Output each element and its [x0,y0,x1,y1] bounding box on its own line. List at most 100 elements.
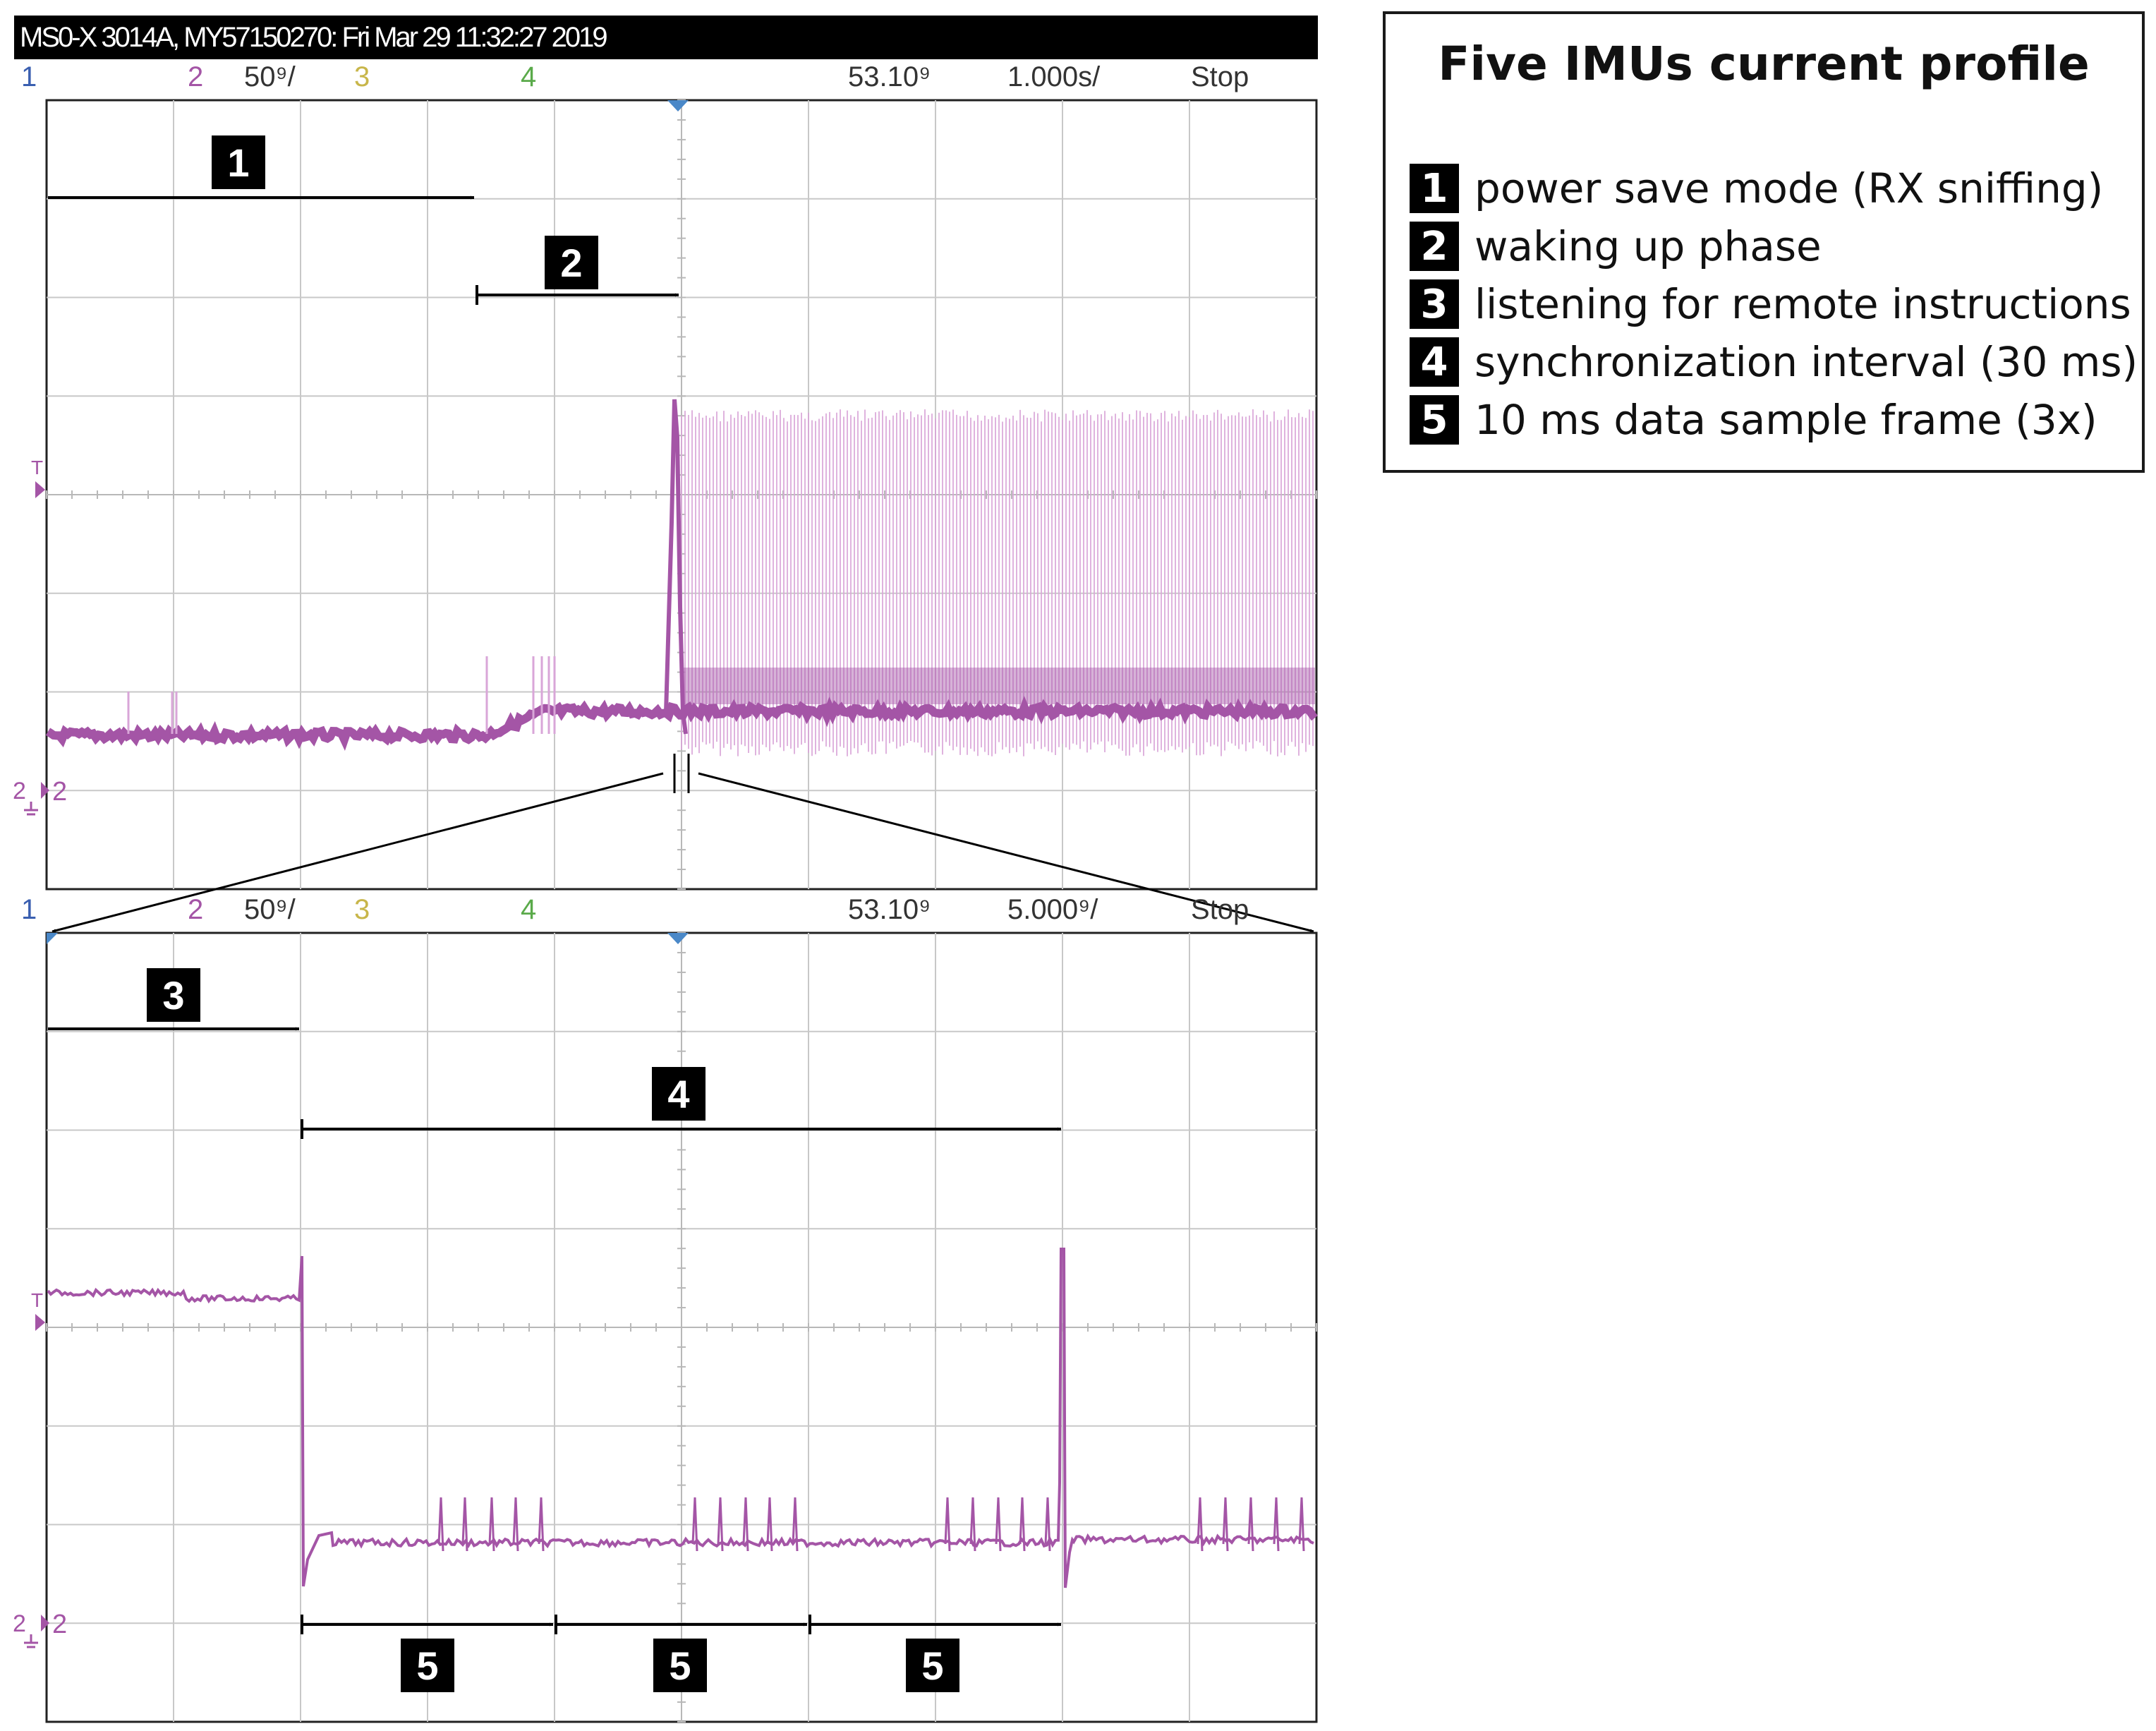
ch2-volts-per-div: 50⁹/ [244,61,296,92]
top-status-row: 1 2 50⁹/ 3 4 53.10⁹ 1.000s/ Stop [21,61,1249,92]
legend-text: power save mode (RX sniffing) [1474,164,2104,212]
sample-spike [1298,1497,1305,1552]
bottom-status-row: 1 2 50⁹/ 3 4 53.10⁹ 5.000⁹/ Stop [21,894,1249,925]
scope-title-bar: MS0-X 3014A, MY57150270: Fri Mar 29 11:3… [14,16,1318,59]
legend-list: 1 power save mode (RX sniffing) 2 waking… [1410,159,2138,449]
legend-text: 10 ms data sample frame (3x) [1474,396,2097,444]
marker-3: 3 [147,968,200,1022]
bottom-panel: T 2 2 [13,931,1318,1723]
ground-marker-channel: 2 [52,1610,67,1639]
ch4-label[interactable]: 4 [521,894,536,925]
sample-spike [1222,1497,1229,1552]
legend-item: 3 listening for remote instructions [1410,275,2138,333]
svg-text:5: 5 [669,1643,691,1688]
ground-marker-icon[interactable] [41,782,49,799]
ground-symbol-icon [24,1634,38,1648]
legend-number: 5 [1410,395,1459,445]
sample-spike [437,1497,444,1552]
trigger-position-icon[interactable] [667,100,689,111]
legend-number: 2 [1410,222,1459,271]
time-per-div-readout: 1.000s/ [1007,61,1101,92]
marker-1: 1 [212,135,265,189]
legend-item: 4 synchronization interval (30 ms) [1410,333,2138,391]
marker-2: 2 [545,236,598,289]
sample-spike [538,1497,545,1552]
phase-markers: 1 2 3 4 5 5 5 [147,135,959,1692]
scope-title: MS0-X 3014A, MY57150270: Fri Mar 29 11:3… [20,22,608,53]
legend-text: synchronization interval (30 ms) [1474,338,2138,386]
zoom-indicator [52,754,1314,933]
legend-number: 4 [1410,337,1459,387]
marker-4: 4 [652,1067,705,1121]
delay-readout: 53.10⁹ [848,61,931,92]
ground-marker-label: 2 [13,778,26,804]
svg-text:3: 3 [162,973,184,1018]
run-stop-status[interactable]: Stop [1191,61,1249,92]
trigger-level-icon[interactable] [35,1314,45,1331]
marker-5b: 5 [653,1639,707,1692]
sample-spike [717,1497,724,1552]
zoomed-trace [47,1248,1314,1588]
marker-5a: 5 [401,1639,454,1692]
marker-5c: 5 [906,1639,959,1692]
time-per-div-readout: 5.000⁹/ [1007,894,1098,925]
sample-spike [969,1497,976,1552]
top-panel: T 2 2 [13,99,1318,891]
sample-spike [1019,1497,1026,1552]
legend-number: 3 [1410,279,1459,329]
legend-number: 1 [1410,164,1459,213]
zoom-start-icon [47,933,58,944]
trigger-level-label: T [31,457,43,478]
ch2-volts-per-div: 50⁹/ [244,894,296,925]
svg-text:5: 5 [921,1643,943,1688]
svg-text:2: 2 [560,241,582,285]
ch1-label[interactable]: 1 [21,61,37,92]
trigger-level-label: T [31,1289,43,1311]
sample-spike [1197,1497,1204,1552]
legend-item: 5 10 ms data sample frame (3x) [1410,391,2138,449]
sample-spike [944,1497,951,1552]
run-stop-status[interactable]: Stop [1191,894,1249,925]
ch3-label[interactable]: 3 [354,894,370,925]
trace-band [682,668,1315,704]
sample-spike [1273,1497,1280,1552]
sample-spike [488,1497,495,1552]
svg-text:4: 4 [667,1072,689,1116]
trigger-level-icon[interactable] [35,481,45,498]
bottom-center-axes [46,932,1317,1723]
wakeup-peak [664,399,688,735]
legend-title: Five IMUs current profile [1438,37,2090,91]
sample-spike [792,1497,799,1552]
ch2-label[interactable]: 2 [188,894,203,925]
svg-text:1: 1 [227,140,249,185]
sample-spike [691,1497,698,1552]
ground-marker-channel: 2 [52,777,67,807]
bottom-current-trace [47,1248,1314,1588]
sample-spike [766,1497,773,1552]
svg-text:5: 5 [416,1643,438,1688]
legend-box: Five IMUs current profile 1 power save m… [1383,11,2145,473]
delay-readout: 53.10⁹ [848,894,931,925]
ch3-label[interactable]: 3 [354,61,370,92]
legend-text: waking up phase [1474,222,1822,270]
phase-arrows [48,195,1061,1634]
top-current-trace [45,399,1318,756]
ground-marker-label: 2 [13,1610,26,1637]
sample-spike [512,1497,519,1552]
sample-spike [1044,1497,1051,1552]
ground-symbol-icon [24,802,38,816]
ch2-label[interactable]: 2 [188,61,203,92]
sample-spike [1247,1497,1254,1552]
legend-item: 1 power save mode (RX sniffing) [1410,159,2138,217]
sample-spike [742,1497,749,1552]
ch1-label[interactable]: 1 [21,894,37,925]
sample-spike [461,1497,468,1552]
legend-item: 2 waking up phase [1410,217,2138,275]
legend-text: listening for remote instructions [1474,280,2131,328]
ground-marker-icon[interactable] [41,1615,49,1632]
sample-spike [995,1497,1002,1552]
trigger-position-icon[interactable] [667,933,689,944]
ch4-label[interactable]: 4 [521,61,536,92]
